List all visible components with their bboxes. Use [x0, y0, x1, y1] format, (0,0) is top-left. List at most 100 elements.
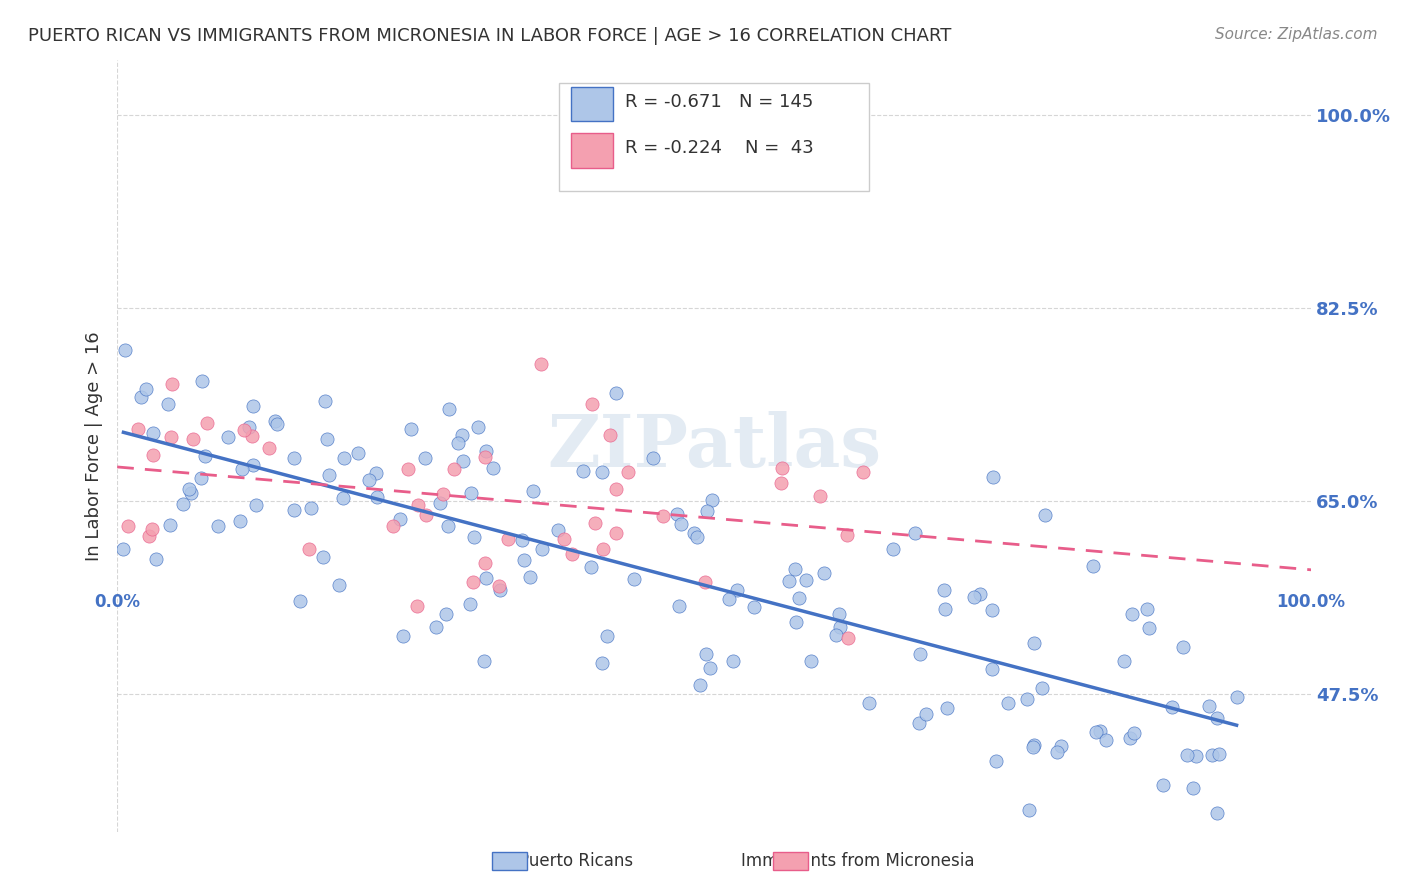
Point [1121, 607, 1143, 621]
Point [283, 503, 305, 517]
Point [245, 498, 267, 512]
Text: Source: ZipAtlas.com: Source: ZipAtlas.com [1215, 27, 1378, 42]
Point [145, 552, 167, 566]
Point [1024, 636, 1046, 650]
Point [117, 519, 139, 533]
Point [936, 701, 959, 715]
Y-axis label: In Labor Force | Age > 16: In Labor Force | Age > 16 [86, 331, 103, 561]
Point [969, 586, 991, 600]
Point [652, 508, 675, 523]
Point [1112, 654, 1135, 668]
Point [436, 519, 458, 533]
Point [800, 654, 823, 668]
Point [695, 575, 717, 590]
Point [522, 483, 544, 498]
Point [571, 464, 593, 478]
Point [195, 417, 218, 431]
Point [835, 528, 858, 542]
Point [396, 462, 419, 476]
Point [359, 473, 381, 487]
Point [689, 678, 711, 692]
Point [429, 495, 451, 509]
Point [347, 446, 370, 460]
Point [332, 451, 354, 466]
Point [461, 574, 484, 589]
Point [981, 663, 1004, 677]
Point [553, 532, 575, 546]
Point [1182, 781, 1205, 796]
Point [1018, 803, 1040, 817]
Point [127, 422, 149, 436]
Point [1050, 739, 1073, 753]
Point [561, 547, 583, 561]
Point [193, 449, 215, 463]
Point [903, 526, 925, 541]
Point [932, 582, 955, 597]
Point [908, 715, 931, 730]
Point [980, 603, 1002, 617]
Point [266, 417, 288, 432]
Point [683, 525, 706, 540]
Point [242, 399, 264, 413]
Point [443, 462, 465, 476]
Point [160, 377, 183, 392]
Point [785, 562, 807, 576]
Point [434, 607, 457, 621]
Point [160, 429, 183, 443]
Point [217, 430, 239, 444]
Point [785, 615, 807, 629]
Point [695, 647, 717, 661]
Point [858, 696, 880, 710]
Point [415, 508, 437, 522]
Point [1175, 747, 1198, 762]
Point [547, 523, 569, 537]
Point [264, 414, 287, 428]
Point [1031, 681, 1053, 695]
Point [138, 529, 160, 543]
Point [366, 490, 388, 504]
Point [591, 466, 613, 480]
Point [1225, 690, 1247, 705]
Point [513, 553, 536, 567]
Point [399, 422, 422, 436]
Point [641, 451, 664, 466]
Point [583, 516, 606, 530]
Point [481, 461, 503, 475]
Point [240, 429, 263, 443]
Text: R = -0.671   N = 145: R = -0.671 N = 145 [624, 93, 813, 112]
Point [830, 619, 852, 633]
Point [915, 706, 938, 721]
Point [474, 450, 496, 464]
Point [467, 420, 489, 434]
Point [837, 631, 859, 645]
Point [314, 393, 336, 408]
Point [617, 465, 640, 479]
Point [699, 661, 721, 675]
Point [591, 656, 613, 670]
Point [605, 482, 627, 496]
Point [242, 458, 264, 472]
Point [388, 511, 411, 525]
Point [882, 542, 904, 557]
Point [1208, 747, 1230, 762]
Point [382, 519, 405, 533]
Point [605, 525, 627, 540]
Point [1022, 738, 1045, 752]
Point [364, 467, 387, 481]
Text: 0.0%: 0.0% [94, 593, 141, 611]
Point [190, 374, 212, 388]
Point [813, 566, 835, 581]
Point [463, 530, 485, 544]
Point [824, 628, 846, 642]
Point [828, 607, 851, 622]
Point [1033, 508, 1056, 522]
Point [328, 577, 350, 591]
FancyBboxPatch shape [571, 87, 613, 121]
Point [142, 426, 165, 441]
FancyBboxPatch shape [571, 133, 613, 168]
Point [981, 469, 1004, 483]
Point [238, 420, 260, 434]
Point [1160, 700, 1182, 714]
Point [1015, 691, 1038, 706]
Point [391, 629, 413, 643]
